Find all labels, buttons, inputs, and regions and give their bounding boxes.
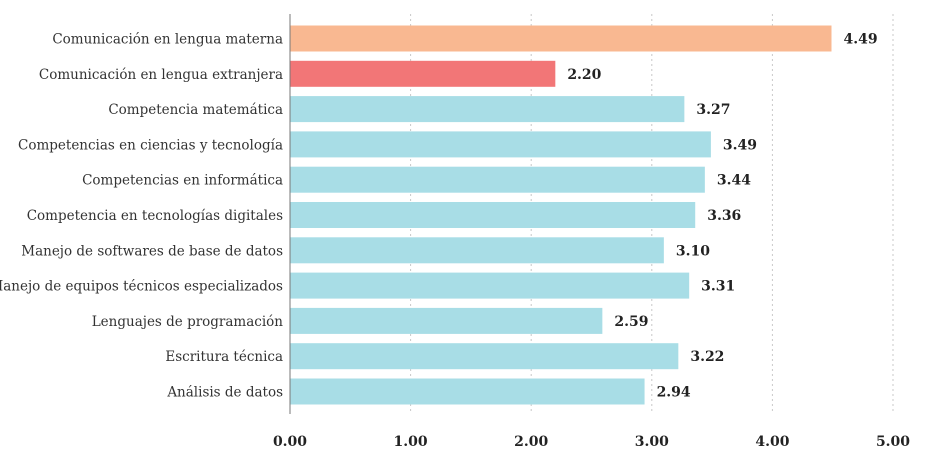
x-tick-label: 0.00 <box>273 434 307 450</box>
value-label: 3.31 <box>701 279 735 295</box>
category-label: Competencias en informática <box>82 173 283 189</box>
value-labels: 4.49 2.20 3.27 3.49 3.44 3.36 3.10 3.31 2.59 3.22… <box>567 32 877 401</box>
bar <box>290 237 664 264</box>
category-label: Competencia matemática <box>108 102 283 118</box>
bar <box>290 96 685 123</box>
value-label: 3.36 <box>707 208 741 224</box>
bar <box>290 131 711 158</box>
value-label: 3.44 <box>717 173 751 189</box>
category-label: Análisis de datos <box>166 385 283 401</box>
bar <box>290 60 556 87</box>
bar <box>290 343 679 370</box>
x-tick-label: 3.00 <box>635 434 669 450</box>
category-label: Comunicación en lengua materna <box>52 32 283 48</box>
value-label: 3.49 <box>723 137 757 153</box>
category-label: Competencia en tecnologías digitales <box>27 208 283 224</box>
value-label: 3.10 <box>676 243 710 259</box>
bar <box>290 202 696 228</box>
category-label: Comunicación en lengua extranjera <box>39 67 283 83</box>
value-label: 2.20 <box>567 67 601 83</box>
value-label: 3.27 <box>696 102 730 118</box>
value-label: 4.49 <box>843 32 877 48</box>
category-label: Lenguajes de programación <box>92 314 284 330</box>
category-label: Competencias en ciencias y tecnología <box>18 137 283 153</box>
value-label: 2.59 <box>614 314 648 330</box>
category-label: Manejo de equipos técnicos especializado… <box>0 279 283 295</box>
bar <box>290 25 832 52</box>
x-tick-label: 1.00 <box>394 434 428 450</box>
value-label: 2.94 <box>657 385 691 401</box>
category-label: Escritura técnica <box>165 349 283 365</box>
x-tick-label: 4.00 <box>755 434 789 450</box>
bar <box>290 272 690 299</box>
x-tick-label: 5.00 <box>876 434 910 450</box>
category-label: Manejo de softwares de base de datos <box>21 243 283 259</box>
bar <box>290 307 603 334</box>
x-tick-label: 2.00 <box>514 434 548 450</box>
bar <box>290 378 645 405</box>
x-axis-ticks: 0.00 1.00 2.00 3.00 4.00 5.00 <box>273 434 910 450</box>
bar <box>290 166 705 193</box>
category-labels: Comunicación en lengua materna Comunicaci… <box>0 32 283 401</box>
bars <box>290 25 832 405</box>
value-label: 3.22 <box>690 349 724 365</box>
